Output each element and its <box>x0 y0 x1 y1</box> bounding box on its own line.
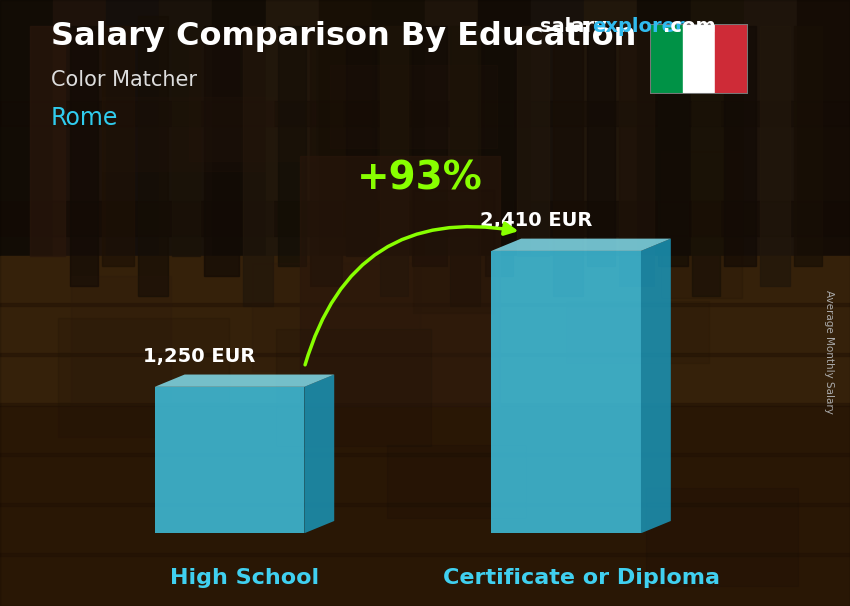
Bar <box>638 0 692 356</box>
Text: Color Matcher: Color Matcher <box>51 70 197 90</box>
Bar <box>517 26 549 256</box>
Text: Certificate or Diploma: Certificate or Diploma <box>443 568 720 588</box>
Bar <box>189 40 315 161</box>
Bar <box>425 0 479 356</box>
Bar <box>566 301 709 363</box>
Bar <box>330 65 497 148</box>
Polygon shape <box>155 387 304 533</box>
Bar <box>319 0 373 356</box>
Bar <box>0 453 850 456</box>
Bar <box>553 36 583 296</box>
Polygon shape <box>304 375 334 533</box>
Bar <box>716 24 748 94</box>
Bar <box>138 16 168 296</box>
FancyArrowPatch shape <box>305 223 514 365</box>
Bar <box>0 256 850 606</box>
Bar <box>760 26 790 286</box>
Bar <box>371 0 426 356</box>
Polygon shape <box>491 239 671 251</box>
Bar <box>485 26 513 276</box>
Bar <box>278 26 306 266</box>
Bar <box>724 26 756 266</box>
Bar <box>70 26 98 286</box>
Text: High School: High School <box>170 568 319 588</box>
Bar <box>102 26 134 266</box>
Text: .com: .com <box>663 17 716 36</box>
Bar <box>172 26 200 256</box>
Polygon shape <box>491 251 641 533</box>
Bar <box>413 190 494 313</box>
Bar <box>71 276 171 418</box>
Bar <box>450 26 480 306</box>
Text: Rome: Rome <box>51 106 118 130</box>
Bar <box>346 26 376 256</box>
Bar <box>0 201 850 236</box>
Bar <box>794 26 822 266</box>
Bar <box>252 263 420 371</box>
Bar <box>0 353 850 356</box>
Bar <box>412 26 447 266</box>
Bar <box>30 26 65 256</box>
Bar <box>744 0 798 356</box>
Text: 1,250 EUR: 1,250 EUR <box>144 347 256 366</box>
Bar <box>478 0 532 356</box>
Bar <box>584 0 638 356</box>
Bar <box>619 26 654 286</box>
Bar <box>243 26 273 306</box>
Bar <box>212 0 267 356</box>
Bar <box>0 553 850 556</box>
Bar <box>661 151 742 298</box>
Bar <box>0 406 850 606</box>
Bar <box>0 403 850 406</box>
Text: Average Monthly Salary: Average Monthly Salary <box>824 290 834 413</box>
Text: 2,410 EUR: 2,410 EUR <box>480 211 592 230</box>
Text: +93%: +93% <box>357 160 483 198</box>
Bar <box>0 0 54 356</box>
Bar <box>310 26 342 286</box>
Bar <box>102 97 274 171</box>
Bar <box>587 26 615 266</box>
Text: Salary Comparison By Education: Salary Comparison By Education <box>51 21 637 52</box>
Text: explorer: explorer <box>592 17 685 36</box>
Bar <box>380 26 408 296</box>
Bar <box>387 445 526 518</box>
Bar <box>159 0 213 356</box>
Polygon shape <box>641 239 671 533</box>
Bar <box>58 318 229 437</box>
Bar <box>796 0 850 356</box>
Bar <box>683 24 716 94</box>
Bar <box>265 0 320 356</box>
Bar <box>0 303 850 306</box>
Bar <box>531 0 586 356</box>
Bar <box>0 101 850 126</box>
Text: salary: salary <box>540 17 607 36</box>
Bar <box>658 26 688 266</box>
Bar <box>690 0 745 356</box>
Bar <box>204 26 239 276</box>
Bar <box>53 0 107 356</box>
Bar <box>692 26 720 296</box>
Bar <box>646 488 798 586</box>
Bar <box>650 24 683 94</box>
Bar <box>276 329 431 446</box>
Bar <box>0 503 850 506</box>
Bar <box>300 156 500 406</box>
Bar <box>106 0 161 356</box>
Polygon shape <box>155 375 334 387</box>
